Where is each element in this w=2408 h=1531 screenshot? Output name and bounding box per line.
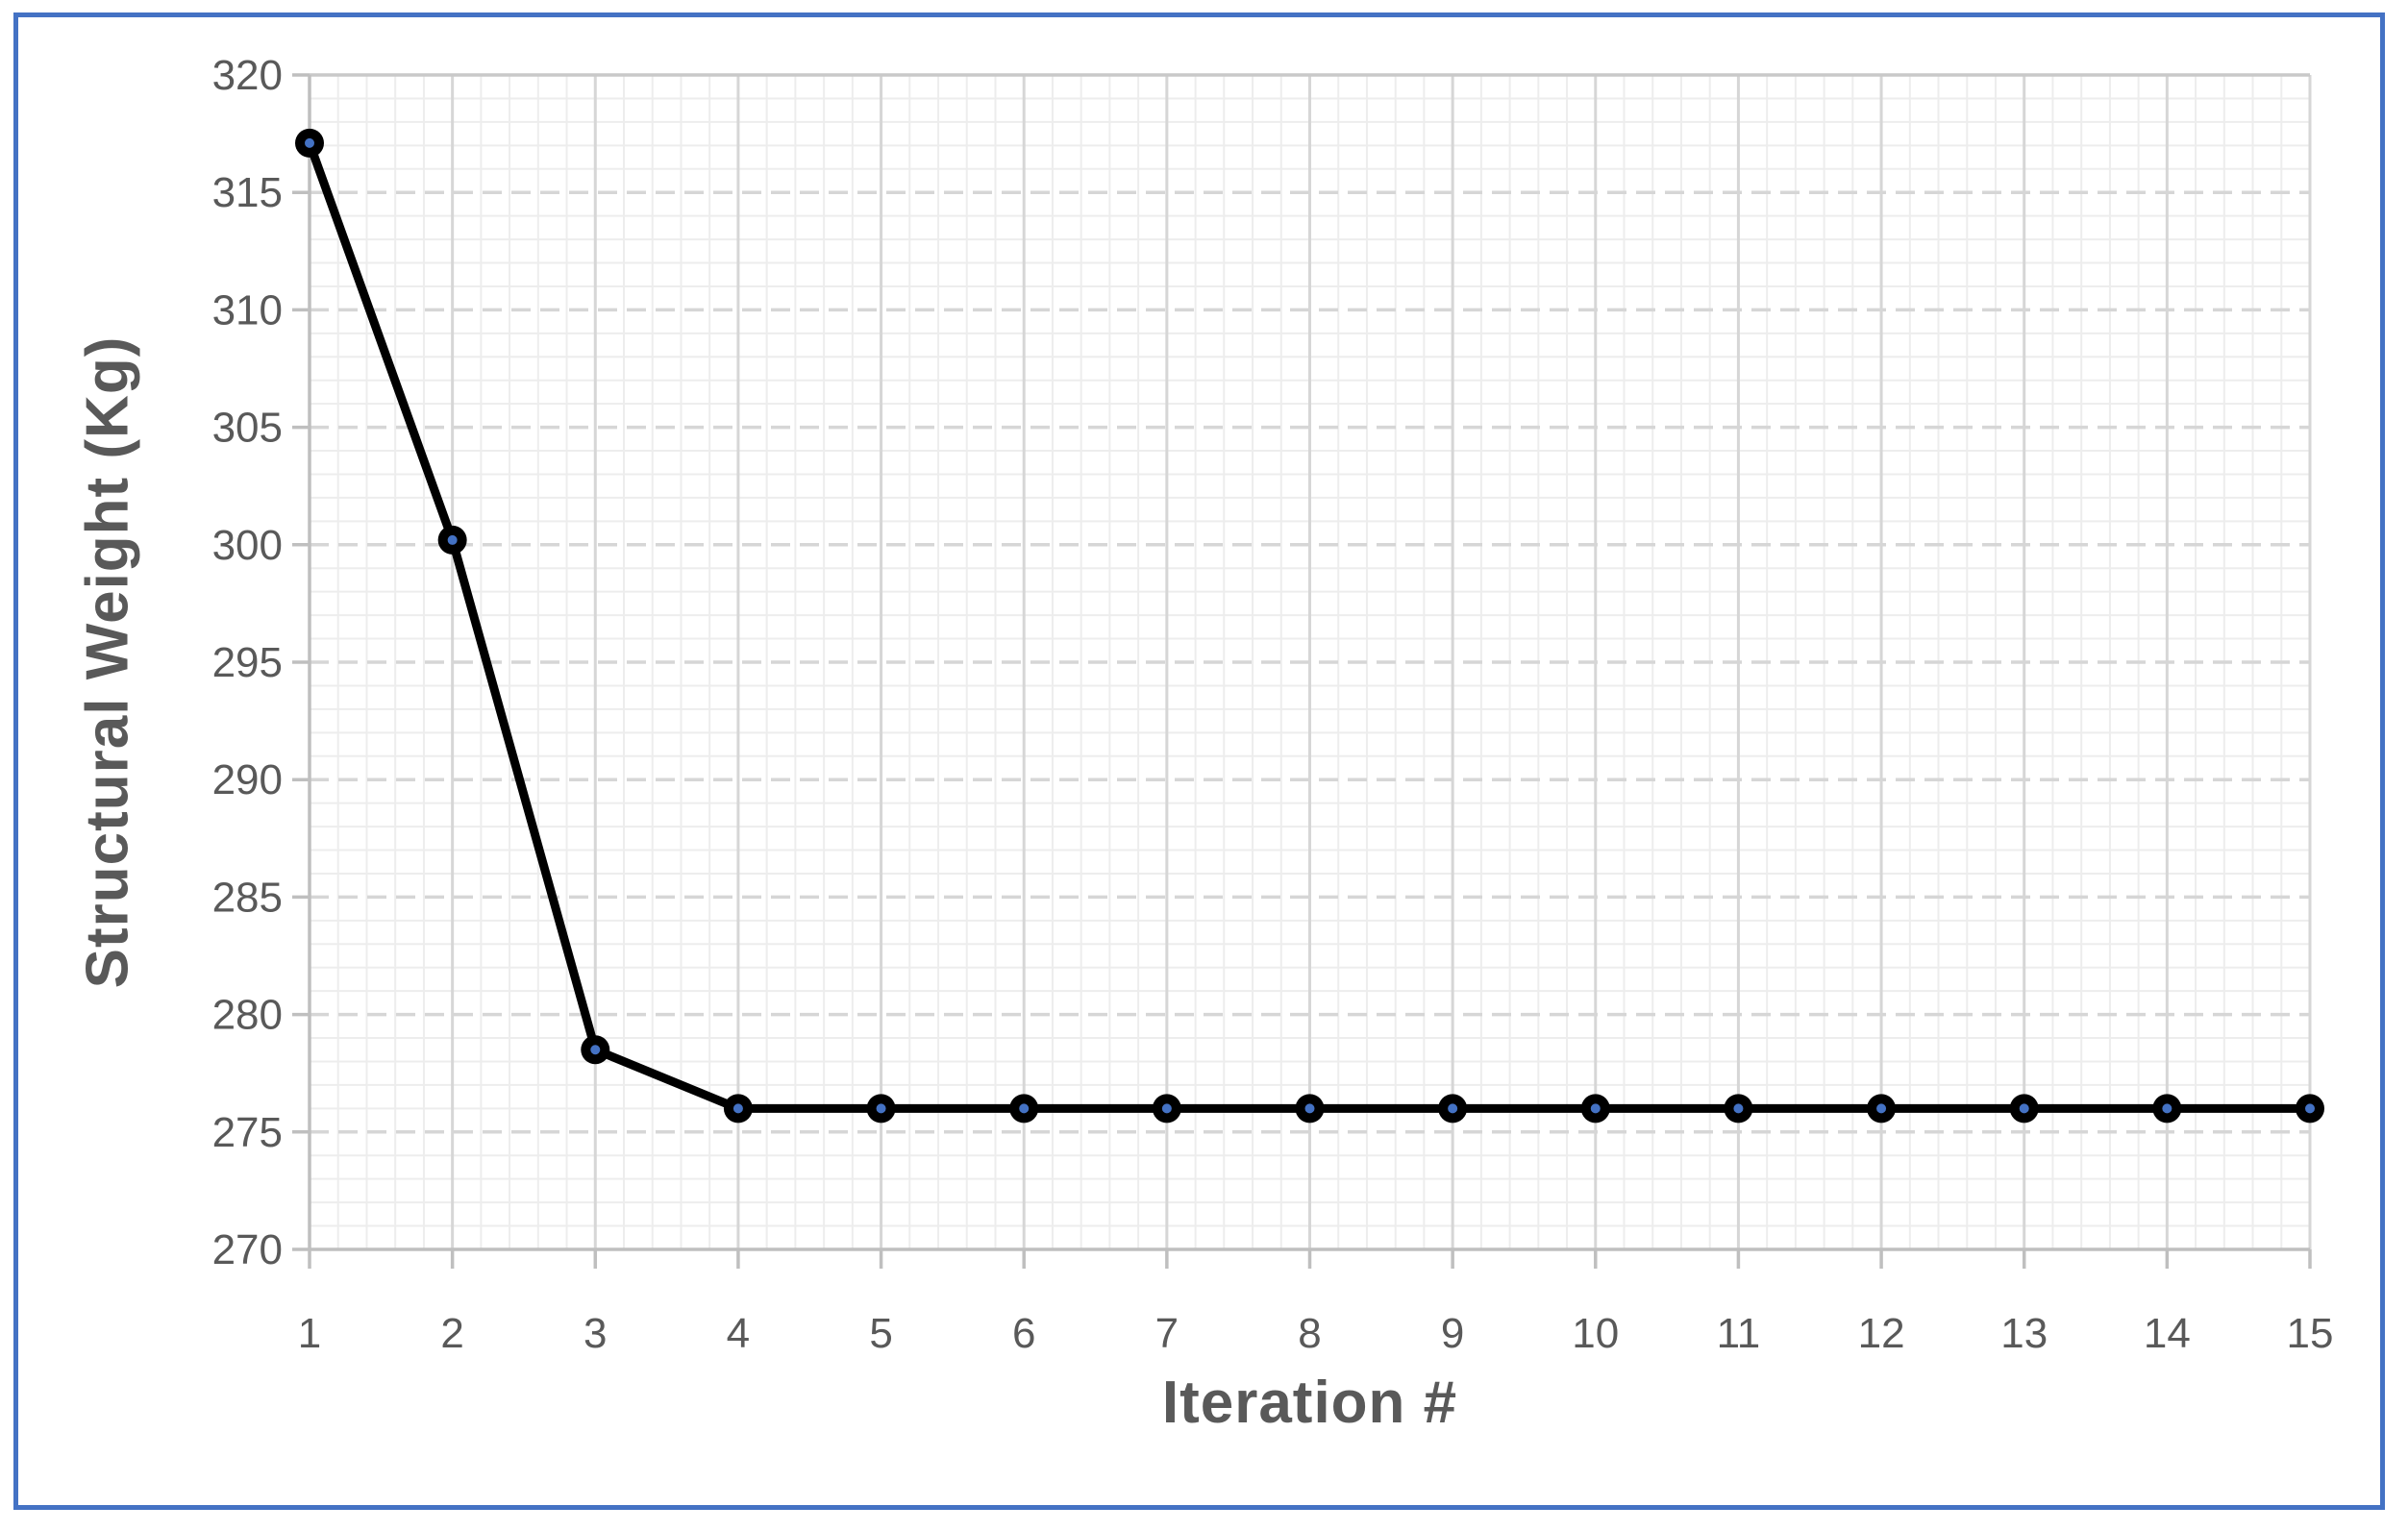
y-tick-label: 300	[212, 522, 283, 569]
marker-center-dot	[447, 534, 458, 545]
y-tick-label: 270	[212, 1226, 283, 1273]
y-tick-label: 315	[212, 169, 283, 216]
x-tick-label: 8	[1298, 1310, 1321, 1357]
x-tick-label: 6	[1012, 1310, 1035, 1357]
x-tick-label: 10	[1572, 1310, 1619, 1357]
y-tick-label: 310	[212, 286, 283, 333]
marker-center-dot	[1304, 1103, 1315, 1114]
x-tick-label: 13	[2000, 1310, 2048, 1357]
x-tick-label: 9	[1441, 1310, 1464, 1357]
marker-center-dot	[1448, 1103, 1458, 1114]
x-tick-label: 15	[2287, 1310, 2334, 1357]
x-tick-label: 14	[2144, 1310, 2191, 1357]
marker-center-dot	[1590, 1103, 1601, 1114]
marker-center-dot	[876, 1103, 886, 1114]
y-tick-label: 285	[212, 874, 283, 921]
y-tick-label: 280	[212, 992, 283, 1039]
marker-center-dot	[590, 1045, 601, 1055]
x-tick-label: 4	[727, 1310, 750, 1357]
marker-center-dot	[1876, 1103, 1887, 1114]
marker-center-dot	[1733, 1103, 1744, 1114]
x-tick-label: 3	[583, 1310, 607, 1357]
marker-center-dot	[2162, 1103, 2172, 1114]
x-tick-label: 11	[1717, 1310, 1761, 1357]
marker-center-dot	[732, 1103, 743, 1114]
y-tick-label: 275	[212, 1109, 283, 1156]
marker-center-dot	[305, 137, 314, 148]
y-axis-title: Structural Weight (Kg)	[74, 335, 141, 989]
marker-center-dot	[2305, 1103, 2315, 1114]
marker-center-dot	[2019, 1103, 2029, 1114]
x-tick-label: 1	[298, 1310, 321, 1357]
y-tick-label: 290	[212, 756, 283, 803]
y-tick-label: 305	[212, 405, 283, 452]
y-tick-label: 320	[212, 52, 283, 99]
x-tick-label: 12	[1858, 1310, 1905, 1357]
x-axis-title: Iteration #	[1161, 1370, 1458, 1436]
y-tick-label: 295	[212, 639, 283, 686]
x-tick-label: 2	[440, 1310, 463, 1357]
marker-center-dot	[1161, 1103, 1172, 1114]
marker-center-dot	[1019, 1103, 1030, 1114]
x-tick-label: 7	[1155, 1310, 1179, 1357]
x-tick-label: 5	[869, 1310, 892, 1357]
